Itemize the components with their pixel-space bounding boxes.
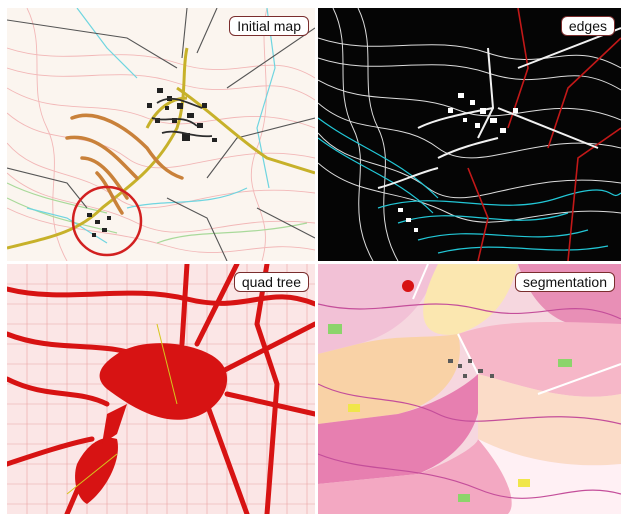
highlight-circle [71,185,143,257]
quad-tree-image [7,264,315,514]
segmentation-label: segmentation [514,272,615,292]
segmentation-image [318,264,621,514]
quad-tree-label: quad tree [233,272,309,292]
initial-map-label: Initial map [229,16,309,36]
edges-label: edges [560,16,615,36]
horizontal-divider [7,261,621,264]
initial-map-panel: Initial map [7,8,315,261]
segmentation-panel: segmentation [318,264,621,514]
initial-map-image [7,8,315,261]
edges-image [318,8,621,261]
edges-panel: edges [318,8,621,261]
quad-tree-panel: quad tree [7,264,315,514]
